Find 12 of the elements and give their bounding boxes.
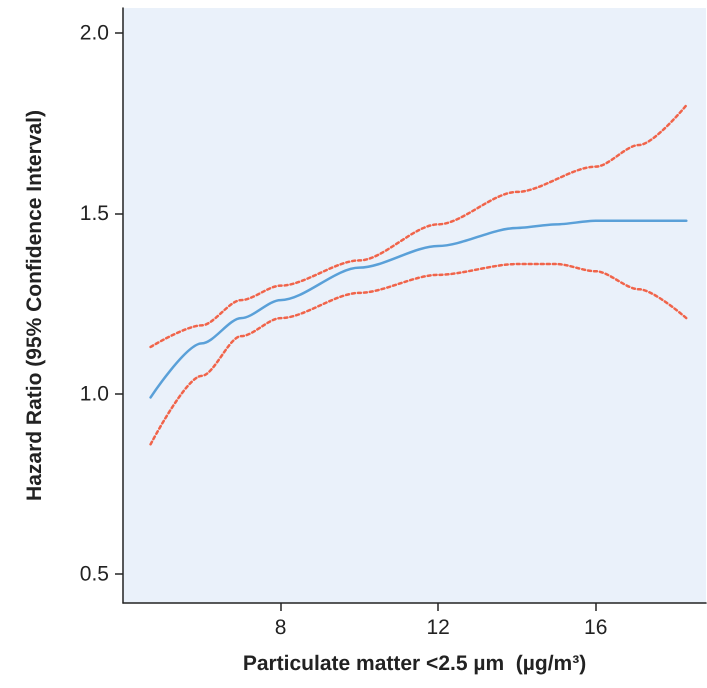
y-tick-label: 2.0 [80,22,109,45]
y-tick-label: 1.0 [80,382,109,406]
x-axis-title: Particulate matter <2.5 µm (µg/m³) [242,652,586,675]
x-tick-label: 16 [584,616,608,639]
line-series [149,262,688,446]
y-axis-title: Hazard Ratio (95% Confidence Interval) [23,110,46,501]
line-series [149,220,688,399]
y-tick-label: 0.5 [80,562,109,586]
x-tick-label: 8 [274,616,286,639]
x-tick-label: 12 [426,616,450,639]
line-series [149,104,688,348]
y-tick-label: 1.5 [80,202,109,226]
